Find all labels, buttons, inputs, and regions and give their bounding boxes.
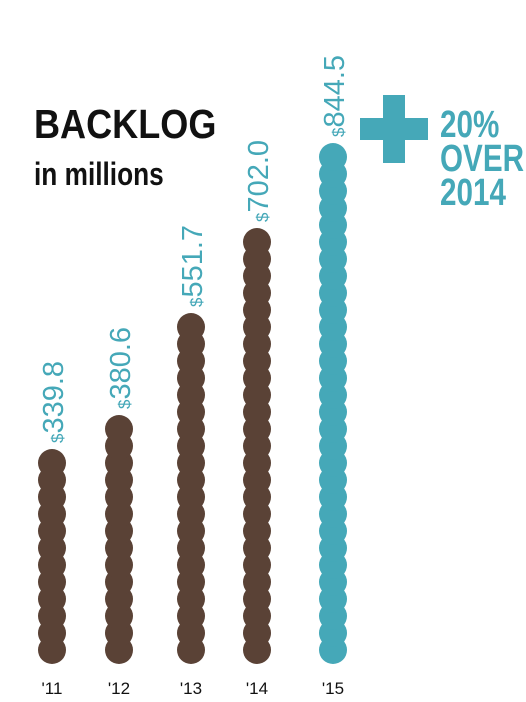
tick-label: '13 xyxy=(180,679,202,698)
bar-15 xyxy=(319,143,347,664)
data-label: $380.6 xyxy=(105,327,137,409)
bar-dot xyxy=(177,313,205,341)
callout-line-3: 2014 xyxy=(440,172,506,215)
callout-line-2: OVER xyxy=(440,138,525,181)
chart-title: BACKLOG xyxy=(34,101,217,147)
data-label: $339.8 xyxy=(38,361,70,443)
chart-subtitle: in millions xyxy=(34,156,164,192)
tick-label: '14 xyxy=(246,679,268,698)
bar-dot xyxy=(38,449,66,477)
data-label: $844.5 xyxy=(319,55,351,137)
bar-13 xyxy=(177,313,205,664)
tick-label: '11 xyxy=(42,679,63,698)
tick-label: '15 xyxy=(322,679,344,698)
data-label: $702.0 xyxy=(243,140,275,222)
plus-icon xyxy=(360,95,428,163)
bar-12 xyxy=(105,415,133,664)
growth-callout: 20% OVER 2014 xyxy=(440,106,525,215)
bar-dot xyxy=(243,228,271,256)
bar-11 xyxy=(38,449,66,664)
data-label: $551.7 xyxy=(177,225,209,307)
bar-14 xyxy=(243,228,271,664)
bar-dot xyxy=(105,415,133,443)
bar-dot xyxy=(319,143,347,171)
callout-line-1: 20% xyxy=(440,104,500,146)
tick-label: '12 xyxy=(108,679,130,698)
